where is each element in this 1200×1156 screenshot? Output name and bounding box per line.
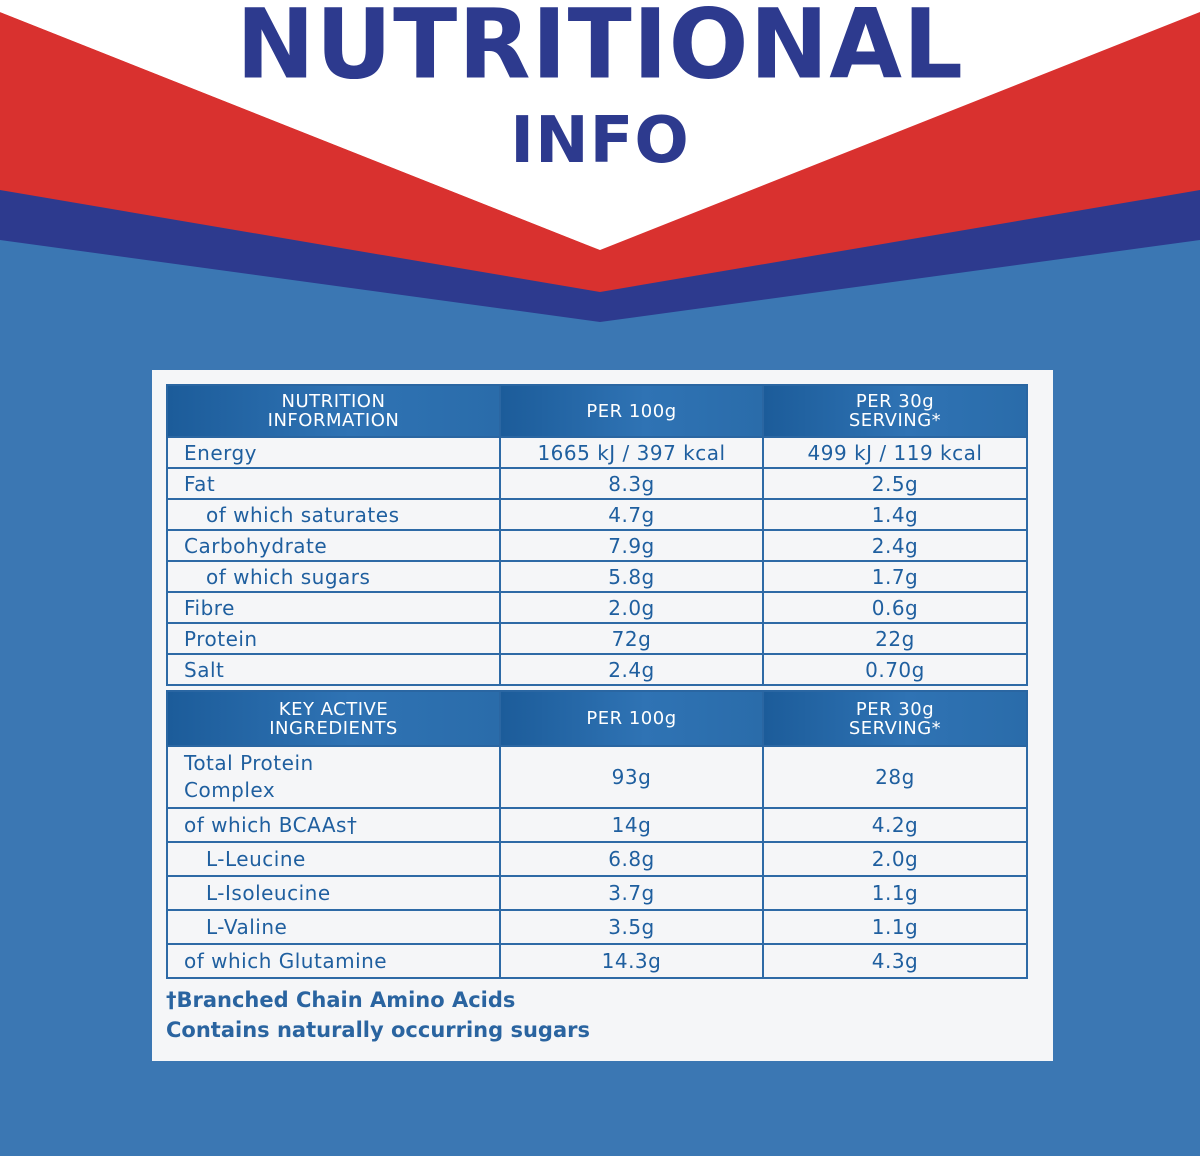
value-per-100g: 2.4g bbox=[499, 653, 764, 686]
nutrition-information-table: NUTRITION INFORMATION PER 100g PER 30g S… bbox=[166, 384, 1028, 686]
value-per-30g: 0.6g bbox=[762, 591, 1028, 624]
column-header-per-100g: PER 100g bbox=[499, 690, 764, 747]
value-per-30g: 1.4g bbox=[762, 498, 1028, 531]
table-row: L-Valine 3.5g 1.1g bbox=[166, 909, 1028, 945]
banner-navy-left-edge bbox=[0, 0, 600, 250]
value-per-30g: 2.0g bbox=[762, 841, 1028, 877]
row-label: Carbohydrate bbox=[166, 529, 501, 562]
page-title-line2: INFO bbox=[510, 104, 690, 178]
value-per-30g: 1.7g bbox=[762, 560, 1028, 593]
value-per-30g: 4.2g bbox=[762, 807, 1028, 843]
value-per-100g: 14g bbox=[499, 807, 764, 843]
header-banner bbox=[0, 0, 1200, 330]
table-row: Salt 2.4g 0.70g bbox=[166, 653, 1028, 686]
value-per-30g: 0.70g bbox=[762, 653, 1028, 686]
value-per-100g: 8.3g bbox=[499, 467, 764, 500]
table-row: of which sugars 5.8g 1.7g bbox=[166, 560, 1028, 593]
value-per-30g: 28g bbox=[762, 745, 1028, 809]
table-row: of which BCAAs† 14g 4.2g bbox=[166, 807, 1028, 843]
column-header-nutrition-information: NUTRITION INFORMATION bbox=[166, 384, 501, 438]
row-label: Fat bbox=[166, 467, 501, 500]
table-header-row: NUTRITION INFORMATION PER 100g PER 30g S… bbox=[166, 384, 1028, 438]
table-row: of which Glutamine 14.3g 4.3g bbox=[166, 943, 1028, 979]
table-row: L-Leucine 6.8g 2.0g bbox=[166, 841, 1028, 877]
value-per-30g: 2.4g bbox=[762, 529, 1028, 562]
value-per-100g: 3.7g bbox=[499, 875, 764, 911]
row-label: Energy bbox=[166, 436, 501, 469]
table-row: Total Protein Complex 93g 28g bbox=[166, 745, 1028, 809]
row-label: of which Glutamine bbox=[166, 943, 501, 979]
table-row: of which saturates 4.7g 1.4g bbox=[166, 498, 1028, 531]
value-per-30g: 4.3g bbox=[762, 943, 1028, 979]
row-label: Salt bbox=[166, 653, 501, 686]
table-row: L-Isoleucine 3.7g 1.1g bbox=[166, 875, 1028, 911]
table-row: Fat 8.3g 2.5g bbox=[166, 467, 1028, 500]
table-row: Carbohydrate 7.9g 2.4g bbox=[166, 529, 1028, 562]
value-per-100g: 5.8g bbox=[499, 560, 764, 593]
column-header-per-30g-serving: PER 30g SERVING* bbox=[762, 690, 1028, 747]
value-per-100g: 7.9g bbox=[499, 529, 764, 562]
value-per-100g: 4.7g bbox=[499, 498, 764, 531]
row-label: L-Valine bbox=[166, 909, 501, 945]
row-label: Protein bbox=[166, 622, 501, 655]
value-per-100g: 1665 kJ / 397 kcal bbox=[499, 436, 764, 469]
value-per-30g: 1.1g bbox=[762, 909, 1028, 945]
nutrition-panel: NUTRITION INFORMATION PER 100g PER 30g S… bbox=[152, 370, 1053, 1061]
row-label: Total Protein Complex bbox=[166, 745, 501, 809]
table-row: Energy 1665 kJ / 397 kcal 499 kJ / 119 k… bbox=[166, 436, 1028, 469]
table-header-row: KEY ACTIVE INGREDIENTS PER 100g PER 30g … bbox=[166, 690, 1028, 747]
value-per-100g: 72g bbox=[499, 622, 764, 655]
value-per-100g: 93g bbox=[499, 745, 764, 809]
value-per-30g: 22g bbox=[762, 622, 1028, 655]
value-per-30g: 499 kJ / 119 kcal bbox=[762, 436, 1028, 469]
row-label: L-Isoleucine bbox=[166, 875, 501, 911]
table-row: Protein 72g 22g bbox=[166, 622, 1028, 655]
column-header-per-100g: PER 100g bbox=[499, 384, 764, 438]
value-per-30g: 2.5g bbox=[762, 467, 1028, 500]
table-row: Fibre 2.0g 0.6g bbox=[166, 591, 1028, 624]
page-title-line1: NUTRITIONAL bbox=[236, 0, 964, 102]
banner-white-chevron bbox=[0, 0, 1200, 250]
value-per-100g: 6.8g bbox=[499, 841, 764, 877]
footnote-bcaa: †Branched Chain Amino Acids bbox=[166, 988, 516, 1012]
row-label: of which BCAAs† bbox=[166, 807, 501, 843]
key-active-ingredients-table: KEY ACTIVE INGREDIENTS PER 100g PER 30g … bbox=[166, 690, 1028, 979]
row-label: L-Leucine bbox=[166, 841, 501, 877]
value-per-100g: 2.0g bbox=[499, 591, 764, 624]
row-label: of which sugars bbox=[166, 560, 501, 593]
column-header-key-active-ingredients: KEY ACTIVE INGREDIENTS bbox=[166, 690, 501, 747]
value-per-30g: 1.1g bbox=[762, 875, 1028, 911]
value-per-100g: 3.5g bbox=[499, 909, 764, 945]
value-per-100g: 14.3g bbox=[499, 943, 764, 979]
row-label: of which saturates bbox=[166, 498, 501, 531]
column-header-per-30g-serving: PER 30g SERVING* bbox=[762, 384, 1028, 438]
footnote-sugars: Contains naturally occurring sugars bbox=[166, 1018, 590, 1042]
row-label: Fibre bbox=[166, 591, 501, 624]
